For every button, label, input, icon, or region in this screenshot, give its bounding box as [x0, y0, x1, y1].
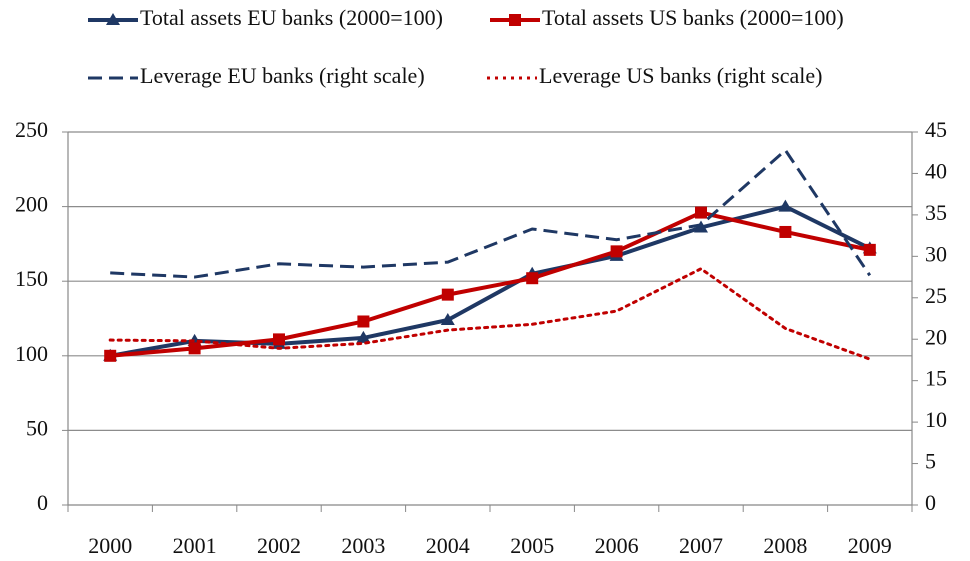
x-tick-label: 2003: [341, 533, 385, 558]
marker: [863, 243, 876, 256]
marker: [526, 272, 539, 285]
marker: [441, 288, 454, 301]
x-tick-label: 2008: [763, 533, 807, 558]
marker: [106, 13, 120, 25]
marker: [440, 312, 455, 325]
y-tick-label: 200: [15, 192, 48, 217]
y2-tick-label: 40: [925, 158, 947, 183]
y2-tick-label: 30: [925, 241, 947, 266]
marker: [610, 245, 623, 258]
y-tick-label: 0: [37, 490, 48, 515]
legend-label: Total assets US banks (2000=100): [542, 5, 844, 30]
marker: [273, 333, 285, 346]
marker: [188, 342, 201, 355]
y2-tick-label: 5: [925, 449, 936, 474]
marker: [779, 225, 792, 238]
x-tick-label: 2002: [257, 533, 301, 558]
y-tick-label: 150: [15, 266, 48, 291]
y-tick-label: 50: [26, 415, 48, 440]
y2-tick-label: 20: [925, 324, 947, 349]
x-tick-label: 2004: [426, 533, 470, 558]
y2-tick-label: 15: [925, 366, 947, 391]
x-tick-label: 2009: [848, 533, 892, 558]
x-tick-label: 2007: [679, 533, 723, 558]
series-line: [110, 210, 871, 358]
series-line: [108, 267, 872, 361]
legend-label: Total assets EU banks (2000=100): [140, 5, 443, 30]
legend-label: Leverage US banks (right scale): [539, 63, 822, 88]
marker: [695, 206, 707, 219]
y-tick-label: 100: [15, 341, 48, 366]
marker: [778, 199, 793, 212]
x-tick-label: 2001: [173, 533, 217, 558]
y-tick-label: 250: [15, 117, 48, 142]
y2-tick-label: 45: [925, 117, 947, 142]
marker: [357, 315, 370, 328]
y2-tick-label: 10: [925, 407, 947, 432]
marker: [104, 349, 117, 362]
x-tick-label: 2005: [510, 533, 554, 558]
series-line: [110, 147, 872, 279]
marker: [356, 330, 371, 343]
legend-label: Leverage EU banks (right scale): [140, 63, 425, 88]
y2-tick-label: 35: [925, 200, 947, 225]
x-tick-label: 2006: [595, 533, 639, 558]
marker: [694, 220, 708, 233]
y2-tick-label: 25: [925, 283, 947, 308]
x-tick-label: 2000: [88, 533, 132, 558]
marker: [509, 14, 521, 26]
y2-tick-label: 0: [925, 490, 936, 515]
